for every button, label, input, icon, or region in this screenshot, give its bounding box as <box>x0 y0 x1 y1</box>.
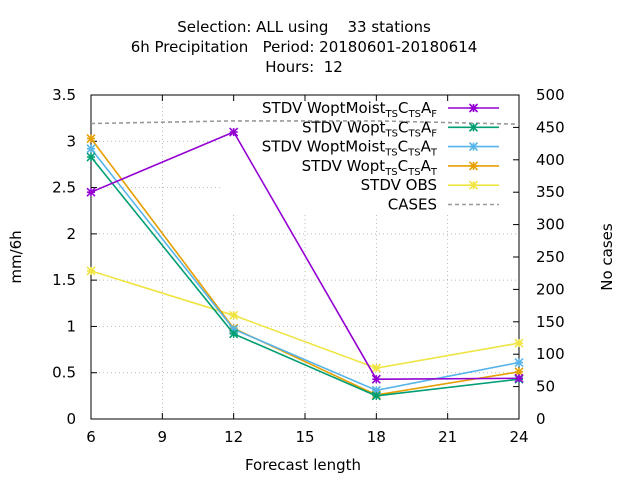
y2-tick-label: 400 <box>536 151 565 169</box>
data-point <box>468 103 479 113</box>
data-point <box>229 310 239 320</box>
legend-item: STDV OBS <box>361 176 499 194</box>
x-tick-label: 18 <box>367 428 386 446</box>
y2-tick-label: 300 <box>536 216 565 234</box>
y-tick-label: 2.5 <box>52 179 76 197</box>
legend-background <box>222 97 518 213</box>
y-tick-label: 0.5 <box>52 364 76 382</box>
data-point <box>371 391 381 401</box>
legend-label: CASES <box>388 196 437 214</box>
y2-tick-label: 250 <box>536 248 565 266</box>
legend-label: STDV OBS <box>361 176 437 194</box>
axis-ticks: 6 9 12 15 18 21 24 0 0.5 1 1.5 2 2.5 3 3.5 0 50 100 150 200… <box>52 86 565 446</box>
y2-tick-label: 0 <box>536 410 546 428</box>
series <box>86 120 524 401</box>
data-point <box>86 133 96 144</box>
data-point <box>514 373 524 383</box>
data-point <box>86 266 96 276</box>
legend-label: STDV WoptMoistTSCTSAF <box>262 99 437 120</box>
y-tick-label: 2 <box>66 225 76 243</box>
y-tick-label: 3 <box>66 132 76 150</box>
series-line <box>90 120 520 125</box>
x-tick-label: 6 <box>86 428 96 446</box>
data-point <box>371 363 381 373</box>
data-point <box>514 338 524 348</box>
y2-tick-label: 100 <box>536 345 565 363</box>
data-point <box>86 187 96 197</box>
chart-title: Selection: ALL using 33 stations 6h Preci… <box>131 18 478 76</box>
legend-item: STDV WoptMoistTSCTSAT <box>262 138 499 159</box>
chart-title-line: Hours: 12 <box>265 58 343 76</box>
y-tick-label: 3.5 <box>52 86 76 104</box>
y2-tick-label: 450 <box>536 118 565 136</box>
data-point <box>229 127 239 137</box>
x-tick-label: 21 <box>438 428 457 446</box>
y2-tick-label: 200 <box>536 280 565 298</box>
series-path <box>90 138 520 396</box>
legend-item: CASES <box>388 196 499 214</box>
data-point <box>468 180 479 190</box>
data-point <box>468 161 479 171</box>
series-path <box>90 156 520 397</box>
data-point <box>86 152 96 162</box>
data-point <box>371 374 381 384</box>
y-tick-label: 0 <box>66 410 76 428</box>
y2-axis-label: No cases <box>598 223 616 291</box>
y-tick-label: 1.5 <box>52 271 76 289</box>
series-line <box>86 127 524 384</box>
x-tick-label: 24 <box>509 428 528 446</box>
y2-tick-label: 150 <box>536 313 565 331</box>
data-point <box>229 329 239 339</box>
data-point <box>514 357 524 368</box>
y-axis-label: mm/6h <box>7 230 25 283</box>
data-point <box>468 142 479 152</box>
legend-label: STDV WoptTSCTSAF <box>302 118 437 139</box>
legend-label: STDV WoptTSCTSAT <box>302 157 438 178</box>
legend-item: STDV WoptTSCTSAT <box>302 157 499 178</box>
series-path <box>90 270 520 369</box>
legend-item: STDV WoptMoistTSCTSAF <box>262 99 499 120</box>
y2-tick-label: 500 <box>536 86 565 104</box>
data-point <box>468 122 479 132</box>
chart-title-line: Selection: ALL using 33 stations <box>177 18 431 36</box>
grid <box>91 95 519 419</box>
x-tick-label: 9 <box>158 428 168 446</box>
series-path <box>90 130 520 381</box>
y2-tick-label: 50 <box>536 378 555 396</box>
x-tick-label: 15 <box>295 428 314 446</box>
chart-title-line: 6h Precipitation Period: 20180601-201806… <box>131 38 478 56</box>
series-path <box>90 148 520 392</box>
x-tick-label: 12 <box>224 428 243 446</box>
x-axis-label: Forecast length <box>245 456 361 474</box>
series-line <box>86 266 524 373</box>
y2-tick-label: 350 <box>536 183 565 201</box>
legend-label: STDV WoptMoistTSCTSAT <box>262 138 438 159</box>
series-line <box>86 144 524 395</box>
legend-item: STDV WoptTSCTSAF <box>302 118 499 139</box>
data-point <box>86 144 96 154</box>
y-tick-label: 1 <box>66 317 76 335</box>
series-path <box>90 120 520 125</box>
